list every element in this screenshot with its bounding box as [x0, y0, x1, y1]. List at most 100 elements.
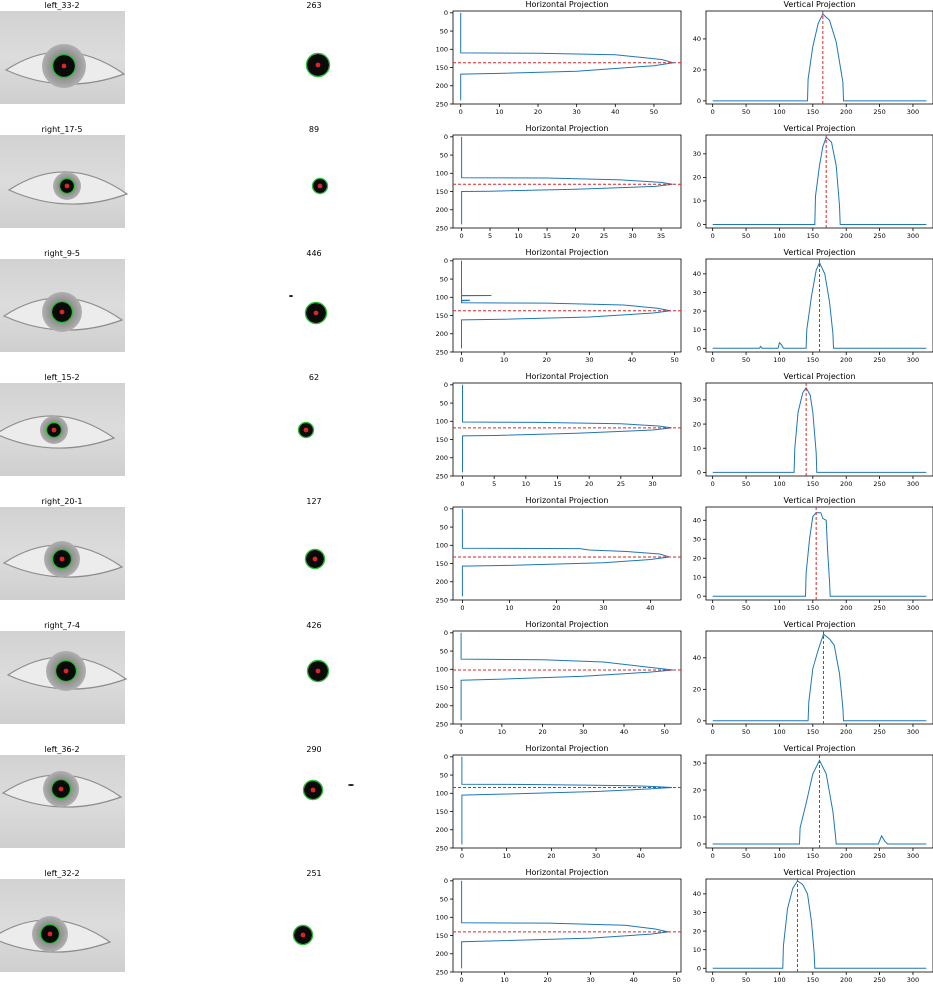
y-tick-label: 0	[697, 965, 701, 973]
y-tick-label: 0	[697, 840, 701, 848]
y-tick-label: 20	[693, 307, 701, 315]
vertical-projection-0: Vertical Projection 0 50 100 150 200 250 300 0 20…	[693, 0, 933, 116]
mask-centroid	[315, 62, 321, 68]
x-tick-label: 200	[840, 356, 852, 364]
horizontal-projection-1: Horizontal Projection 0 5 10 15 20 25 30 35 0 50 10…	[436, 124, 682, 240]
y-tick-label: 250	[436, 348, 448, 356]
x-tick-label: 300	[907, 852, 919, 860]
x-tick-label: 300	[907, 108, 919, 116]
centroid-marker	[51, 427, 57, 433]
x-tick-label: 10	[500, 976, 508, 984]
x-tick-label: 200	[840, 976, 852, 984]
eye-image-label: left_33-2	[44, 1, 79, 10]
horizontal-axes-frame	[452, 258, 682, 353]
vertical-projection-title: Vertical Projection	[783, 124, 855, 133]
x-tick-label: 20	[534, 108, 542, 116]
x-tick-label: 40	[628, 356, 636, 364]
y-tick-label: 30	[693, 289, 701, 297]
y-tick-label: 20	[693, 927, 701, 935]
x-tick-label: 200	[840, 604, 852, 612]
horizontal-projection-line	[460, 632, 673, 721]
vertical-axes-frame	[705, 878, 933, 973]
vertical-projection-title: Vertical Projection	[783, 620, 855, 629]
vertical-projection-3: Vertical Projection 0 50 100 150 200 250 300 0 10…	[693, 372, 933, 488]
y-tick-label: 250	[436, 472, 448, 480]
x-tick-label: 0	[460, 604, 464, 612]
eye-image-label: left_32-2	[44, 869, 79, 878]
mask-circle	[304, 548, 326, 570]
x-tick-label: 40	[620, 728, 628, 736]
y-tick-label: 50	[440, 895, 448, 903]
y-tick-label: 0	[444, 9, 448, 17]
y-tick-label: 200	[436, 82, 448, 90]
y-tick-label: 100	[436, 666, 448, 674]
x-tick-label: 100	[773, 976, 785, 984]
x-tick-label: 0	[460, 480, 464, 488]
x-tick-label: 250	[873, 356, 885, 364]
x-tick-label: 100	[773, 480, 785, 488]
y-tick-label: 50	[440, 275, 448, 283]
x-tick-label: 20	[571, 232, 579, 240]
vertical-projection-line	[712, 880, 927, 969]
eye-image-label: right_20-1	[42, 497, 83, 506]
x-tick-label: 50	[742, 232, 750, 240]
x-tick-label: 250	[873, 604, 885, 612]
horizontal-projection-5: Horizontal Projection 0 10 20 30 40 50 0 50 100 15…	[436, 620, 682, 736]
horizontal-projection-4: Horizontal Projection 0 10 20 30 40 0 50 100 150 2…	[436, 496, 682, 612]
x-tick-label: 25	[617, 480, 625, 488]
horizontal-projection-0: Horizontal Projection 0 10 20 30 40 50 0 50 100 15…	[436, 0, 682, 116]
y-tick-label: 0	[444, 629, 448, 637]
mask-circle	[297, 421, 315, 439]
x-tick-label: 300	[907, 356, 919, 364]
x-tick-label: 50	[742, 728, 750, 736]
x-tick-label: 100	[773, 852, 785, 860]
mask-circle	[311, 177, 329, 195]
x-tick-label: 50	[670, 356, 678, 364]
x-tick-label: 0	[711, 108, 715, 116]
x-tick-label: 40	[630, 976, 638, 984]
y-tick-label: 40	[693, 654, 701, 662]
horizontal-projection-line	[461, 136, 673, 225]
x-tick-label: 0	[459, 232, 463, 240]
y-tick-label: 150	[436, 436, 448, 444]
horizontal-projection-title: Horizontal Projection	[526, 496, 609, 505]
detected-circle	[45, 421, 63, 439]
vertical-axes-frame	[705, 382, 933, 477]
y-tick-label: 200	[436, 826, 448, 834]
x-tick-label: 250	[873, 480, 885, 488]
y-tick-label: 30	[693, 536, 701, 544]
mask-centroid	[300, 932, 306, 938]
centroid-marker	[61, 63, 67, 69]
horizontal-projection-2: Horizontal Projection 0 10 20 30 40 50 0 50 100 15…	[436, 248, 682, 364]
x-tick-label: 5	[492, 480, 496, 488]
x-tick-label: 300	[907, 728, 919, 736]
vertical-projection-title: Vertical Projection	[783, 0, 855, 9]
y-tick-label: 40	[693, 35, 701, 43]
x-tick-label: 0	[460, 976, 464, 984]
eye-image-7	[0, 879, 125, 972]
y-tick-label: 150	[436, 932, 448, 940]
y-tick-label: 20	[693, 555, 701, 563]
y-tick-label: 20	[693, 786, 701, 794]
y-tick-label: 20	[693, 174, 701, 182]
x-tick-label: 200	[840, 728, 852, 736]
x-tick-label: 250	[873, 108, 885, 116]
y-tick-label: 100	[436, 294, 448, 302]
y-tick-label: 200	[436, 206, 448, 214]
horizontal-projection-line	[462, 384, 672, 473]
x-tick-label: 0	[459, 108, 463, 116]
y-tick-label: 100	[436, 790, 448, 798]
vertical-projection-1: Vertical Projection 0 50 100 150 200 250 300 0 10…	[693, 124, 933, 240]
vertical-projection-title: Vertical Projection	[783, 248, 855, 257]
y-tick-label: 40	[693, 890, 701, 898]
pupil-mask-3	[297, 421, 315, 439]
centroid-marker	[58, 786, 64, 792]
pixel-count-label: 290	[306, 745, 321, 754]
x-tick-label: 50	[673, 976, 681, 984]
y-tick-label: 30	[693, 396, 701, 404]
mask-circle	[292, 924, 314, 946]
x-tick-label: 30	[628, 232, 636, 240]
x-tick-label: 100	[773, 108, 785, 116]
y-tick-label: 0	[697, 221, 701, 229]
eye-image-0	[0, 11, 126, 104]
